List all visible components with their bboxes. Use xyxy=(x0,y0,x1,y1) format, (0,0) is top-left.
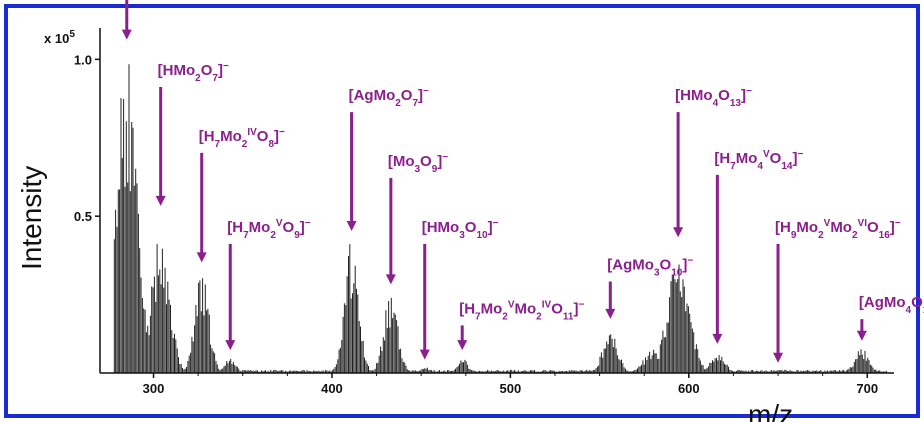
y-tick-group: 0.5 1.0 xyxy=(74,52,100,224)
annotation-arrowhead xyxy=(605,308,616,319)
x-tick-label: 400 xyxy=(321,381,343,396)
x-tick-group: 300 400 500 600 700 xyxy=(143,373,878,396)
annotation-labels: [MoVIMoVO6]−[HMo2O7]−[H7Mo2IVO8]−[H7Mo2V… xyxy=(158,61,924,322)
annotation-arrowhead xyxy=(419,349,430,360)
annotation-arrowhead xyxy=(155,195,166,206)
y-multiplier-label: x 105 xyxy=(44,29,75,46)
annotation-arrowhead xyxy=(225,340,236,351)
peak-label: [HMo2O7]− xyxy=(158,61,229,84)
annotation-arrowhead xyxy=(773,352,784,363)
annotation-arrowhead xyxy=(121,29,132,40)
x-tick-label: 700 xyxy=(856,381,878,396)
x-tick-label: 500 xyxy=(500,381,522,396)
peak-label: [H7Mo2VMo2IVO11]− xyxy=(459,299,584,322)
y-tick-label: 1.0 xyxy=(74,52,92,67)
annotation-arrowhead xyxy=(712,333,723,344)
annotation-arrowhead xyxy=(196,252,207,263)
annotation-arrowhead xyxy=(346,221,357,231)
y-tick-label: 0.5 xyxy=(74,209,92,224)
annotation-arrowhead xyxy=(385,274,396,285)
peak-label: [Mo3O9]− xyxy=(388,152,448,175)
peak-label: [AgMo2O7]− xyxy=(349,86,429,109)
annotation-arrowhead xyxy=(673,227,684,238)
y-axis-label: Intensity xyxy=(16,166,47,270)
figure-border xyxy=(4,4,920,418)
x-tick-label: 300 xyxy=(143,381,165,396)
peak-label: [HMo4O13]− xyxy=(675,86,752,109)
peak-label: [H9Mo2VMo2VIO16]− xyxy=(775,218,901,241)
peak-label: [AgMo4O13]− xyxy=(859,293,924,316)
annotation-arrowhead xyxy=(856,330,867,341)
x-tick-label: 600 xyxy=(678,381,700,396)
annotation-arrowhead xyxy=(457,340,468,351)
peak-label: [H7Mo4VO14]− xyxy=(714,149,803,172)
x-axis-label: m/z xyxy=(748,399,793,422)
peak-label: [H7Mo2VO9]− xyxy=(227,218,311,241)
peak-label: [H7Mo2IVO8]− xyxy=(199,127,285,150)
annotation-arrows xyxy=(121,0,867,363)
peak-label: [HMo3O10]− xyxy=(422,218,499,241)
peak-label: [AgMo3O10]− xyxy=(607,256,693,279)
